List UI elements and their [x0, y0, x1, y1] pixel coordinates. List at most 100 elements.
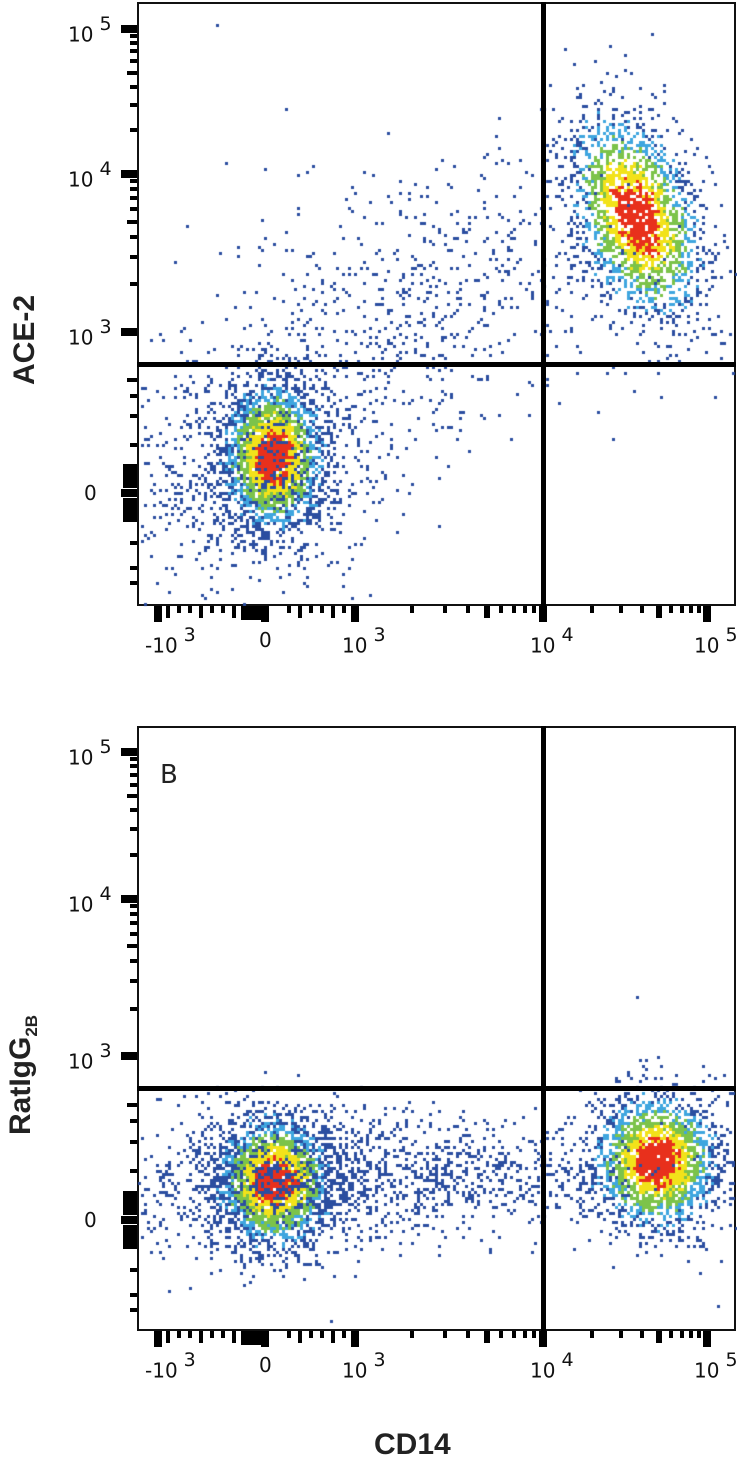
x-minor-tick	[188, 606, 192, 613]
y-minor-tick	[130, 756, 137, 761]
y-linear-tick	[123, 516, 137, 522]
x-minor-tick	[342, 1331, 346, 1338]
x-minor-tick	[166, 606, 170, 618]
y-major-tick	[121, 170, 137, 178]
y-minor-tick	[130, 394, 137, 399]
y-linear-tick	[123, 1237, 137, 1243]
y-minor-tick	[130, 764, 137, 769]
x-minor-tick	[199, 1331, 203, 1343]
y-minor-tick	[130, 1268, 137, 1272]
y-minor-tick	[130, 566, 137, 570]
x-tick-label: -10 3	[145, 624, 196, 658]
x-minor-tick	[331, 606, 335, 618]
top-vertical-gate-line	[541, 2, 546, 606]
x-tick-label: 10 3	[342, 1349, 386, 1383]
y-minor-tick	[130, 282, 137, 287]
x-tick-label: 10 3	[342, 624, 386, 658]
y-minor-tick	[130, 84, 137, 89]
y-linear-tick	[123, 1209, 137, 1215]
x-minor-tick	[619, 606, 624, 613]
x-minor-tick	[679, 1331, 684, 1338]
y-tick-label: 10 4	[68, 158, 112, 192]
y-minor-tick	[130, 234, 137, 239]
x-tick-label: 0	[259, 628, 272, 652]
x-minor-tick	[697, 1331, 702, 1338]
x-minor-tick	[466, 606, 471, 613]
y-minor-tick	[130, 414, 137, 419]
y-tick-label: 10 5	[68, 736, 112, 770]
y-tick-label: 0	[84, 481, 97, 505]
x-minor-tick	[639, 1331, 644, 1338]
bottom-y-axis-label-subscript: 2B	[22, 1014, 41, 1037]
x-minor-tick	[619, 1331, 624, 1338]
x-minor-tick	[409, 1331, 414, 1338]
y-tick-label: 10 3	[68, 1040, 112, 1074]
y-minor-tick	[130, 1119, 137, 1124]
y-minor-tick	[130, 128, 137, 133]
y-tick-label: 0	[84, 1208, 97, 1232]
x-major-tick	[351, 606, 359, 622]
x-minor-tick	[668, 1331, 673, 1338]
y-tick-label: 10 3	[68, 316, 112, 350]
x-minor-tick	[484, 1331, 491, 1343]
y-minor-tick	[130, 921, 137, 926]
top-horizontal-gate-line	[137, 362, 736, 367]
y-minor-tick	[130, 772, 137, 777]
x-minor-tick	[177, 1331, 181, 1338]
y-linear-tick	[123, 1243, 137, 1249]
x-minor-tick	[689, 606, 694, 613]
y-minor-tick	[127, 944, 137, 949]
y-minor-tick	[130, 49, 137, 54]
y-linear-tick	[123, 1197, 137, 1203]
y-minor-tick	[130, 904, 137, 909]
y-minor-tick	[130, 41, 137, 46]
y-minor-tick	[130, 207, 137, 212]
x-minor-tick	[499, 606, 504, 613]
x-minor-tick	[442, 606, 447, 613]
x-major-tick	[351, 1331, 359, 1347]
x-axis-label: CD14	[374, 1428, 451, 1461]
x-major-tick	[703, 606, 711, 622]
y-linear-tick	[123, 1231, 137, 1237]
x-minor-tick	[679, 606, 684, 613]
x-minor-tick	[697, 606, 702, 613]
y-minor-tick	[127, 378, 137, 383]
y-major-tick	[121, 895, 137, 903]
y-minor-tick	[130, 541, 137, 545]
y-linear-tick	[123, 1225, 137, 1231]
y-major-tick	[121, 328, 137, 336]
x-tick-label: 10 5	[694, 624, 737, 658]
y-minor-tick	[130, 782, 137, 787]
y-tick-label: 10 5	[68, 13, 112, 47]
y-minor-tick	[130, 187, 137, 192]
x-minor-tick	[522, 606, 527, 613]
x-minor-tick	[484, 606, 491, 618]
x-minor-tick	[320, 606, 324, 613]
x-minor-tick	[466, 1331, 471, 1338]
x-tick-label: 10 5	[694, 1349, 737, 1383]
x-minor-tick	[532, 1331, 537, 1338]
y-major-tick	[121, 748, 137, 756]
x-minor-tick	[590, 1331, 595, 1338]
y-minor-tick	[130, 852, 137, 857]
y-minor-tick	[127, 1103, 137, 1108]
x-minor-tick	[287, 1331, 291, 1338]
x-minor-tick	[511, 606, 516, 613]
y-major-tick	[121, 25, 137, 33]
x-minor-tick	[188, 1331, 192, 1338]
y-minor-tick	[130, 808, 137, 813]
x-minor-tick	[668, 606, 673, 613]
y-linear-tick	[123, 482, 137, 488]
x-minor-tick	[511, 1331, 516, 1338]
y-major-tick	[121, 1216, 137, 1224]
y-minor-tick	[130, 581, 137, 585]
y-minor-tick	[127, 794, 137, 799]
x-minor-tick	[232, 606, 236, 618]
x-minor-tick	[221, 1331, 225, 1338]
x-minor-tick	[639, 606, 644, 613]
x-minor-tick	[689, 1331, 694, 1338]
x-minor-tick	[499, 1331, 504, 1338]
x-major-tick	[539, 606, 547, 622]
y-linear-tick	[123, 1191, 137, 1197]
